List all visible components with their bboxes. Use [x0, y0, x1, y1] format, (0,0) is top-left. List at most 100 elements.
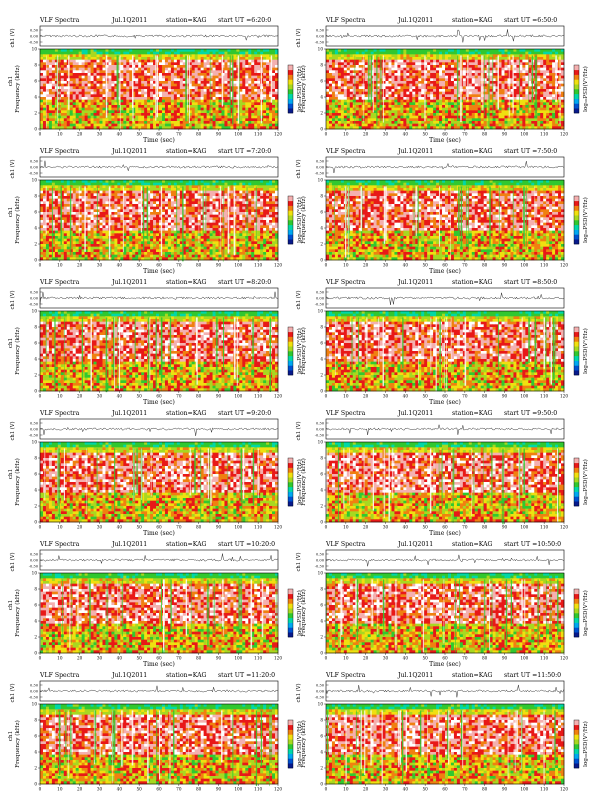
spectrogram-cell: [81, 62, 85, 66]
spectrogram-cell: [501, 70, 505, 74]
spectrogram-cell: [406, 75, 410, 79]
spectrogram-cell: [242, 94, 246, 98]
spectrogram-cell: [516, 110, 520, 114]
spectrogram-streak: [132, 55, 134, 108]
spectrogram-cell: [522, 65, 526, 68]
spectrogram-cell: [430, 59, 434, 63]
spectrogram-cell: [173, 86, 178, 90]
spectrogram-cell: [489, 94, 493, 98]
spectrogram-cell: [522, 86, 526, 90]
spectrogram-cell: [248, 59, 252, 63]
spectrogram-cell: [492, 126, 496, 130]
spectrogram-cell: [114, 65, 118, 68]
spectrogram-cell: [224, 67, 228, 71]
spectrogram-cell: [397, 81, 401, 84]
spectrogram-cell: [224, 78, 228, 82]
spectrogram-cell: [445, 121, 449, 124]
spectrogram-cell: [182, 62, 187, 66]
spectrogram-cell: [188, 123, 193, 127]
spectrogram-cell: [84, 110, 88, 114]
spectrogram-cell: [257, 83, 261, 87]
spectrogram-cell: [456, 123, 461, 127]
spectrogram-cell: [501, 110, 505, 114]
spectrogram-cell: [442, 91, 446, 95]
spectrogram-cell: [400, 54, 404, 58]
spectrogram-cell: [436, 113, 440, 116]
spectrogram-cell: [153, 83, 157, 87]
spectrogram-cell: [450, 110, 455, 114]
spectrogram-cell: [358, 49, 362, 52]
spectrogram-cell: [90, 97, 94, 100]
spectrogram-cell: [90, 65, 94, 68]
spectrogram-cell: [510, 91, 514, 95]
spectrogram-cell: [427, 57, 431, 60]
spectrogram-cell: [248, 51, 252, 55]
spectrogram-cell: [45, 86, 50, 90]
spectrogram-cell: [141, 118, 145, 122]
spectrogram-cell: [90, 81, 94, 84]
spectrogram-cell: [528, 78, 532, 82]
spectrogram-cell: [212, 115, 216, 119]
spectrogram-cell: [200, 51, 204, 55]
spectrogram-cell: [468, 105, 473, 108]
spectrogram-cell: [120, 62, 124, 66]
spectrogram-cell: [230, 126, 234, 130]
spectrogram-cell: [436, 89, 440, 92]
spectrogram-cell: [436, 54, 440, 58]
spectrogram-cell: [242, 81, 246, 84]
spectrogram-cell: [87, 67, 91, 71]
spectrogram-cell: [150, 57, 154, 60]
spectrogram-cell: [263, 57, 267, 60]
spectrogram-cell: [412, 75, 416, 79]
spectrogram-cell: [337, 97, 342, 100]
spectrogram-cell: [397, 121, 401, 124]
spectrogram-cell: [495, 121, 499, 124]
spectrogram-cell: [272, 126, 276, 130]
spectrogram-cell: [412, 83, 416, 87]
spectrogram-cell: [373, 83, 377, 87]
spectrogram-cell: [445, 115, 449, 119]
spectrogram-cell: [173, 75, 178, 79]
spectrogram-cell: [144, 81, 148, 84]
spectrogram-cell: [513, 62, 517, 66]
spectrogram-cell: [102, 73, 106, 76]
spectrogram-cell: [403, 99, 407, 103]
spectrogram-cell: [215, 67, 219, 71]
spectrogram-cell: [245, 99, 249, 103]
spectrogram-cell: [108, 97, 112, 100]
spectrogram-cell: [364, 105, 368, 108]
spectrogram-cell: [346, 105, 351, 108]
spectrogram-cell: [340, 110, 345, 114]
spectrogram-cell: [254, 78, 258, 82]
spectrogram-cell: [525, 70, 529, 74]
spectrogram-cell: [123, 62, 127, 66]
spectrogram-cell: [549, 126, 553, 130]
spectrogram-cell: [150, 89, 154, 92]
spectrogram-cell: [352, 89, 357, 92]
spectrogram-cell: [328, 121, 333, 124]
spectrogram-cell: [132, 57, 136, 60]
spectrogram-cell: [129, 126, 133, 130]
spectrogram-cell: [456, 51, 461, 55]
spectrogram-cell: [498, 75, 502, 79]
spectrogram-cell: [510, 118, 514, 122]
spectrogram-cell: [114, 102, 118, 106]
spectrogram-cell: [206, 54, 210, 58]
spectrogram-cell: [251, 86, 255, 90]
spectrogram-cell: [209, 83, 213, 87]
spectrogram-cell: [84, 105, 88, 108]
spectrogram-cell: [263, 67, 267, 71]
spectrogram-cell: [248, 67, 252, 71]
spectrogram-cell: [555, 126, 559, 130]
spectrogram-cell: [519, 118, 523, 122]
spectrogram-cell: [433, 57, 437, 60]
spectrogram-cell: [450, 102, 455, 106]
spectrogram-cell: [445, 59, 449, 63]
spectrogram-cell: [51, 83, 56, 87]
spectrogram-cell: [159, 110, 163, 114]
spectrogram-cell: [60, 126, 65, 130]
spectrogram-cell: [528, 51, 532, 55]
spectrogram-cell: [242, 107, 246, 111]
spectrogram-cell: [471, 121, 476, 124]
spectrogram-cell: [191, 110, 195, 114]
